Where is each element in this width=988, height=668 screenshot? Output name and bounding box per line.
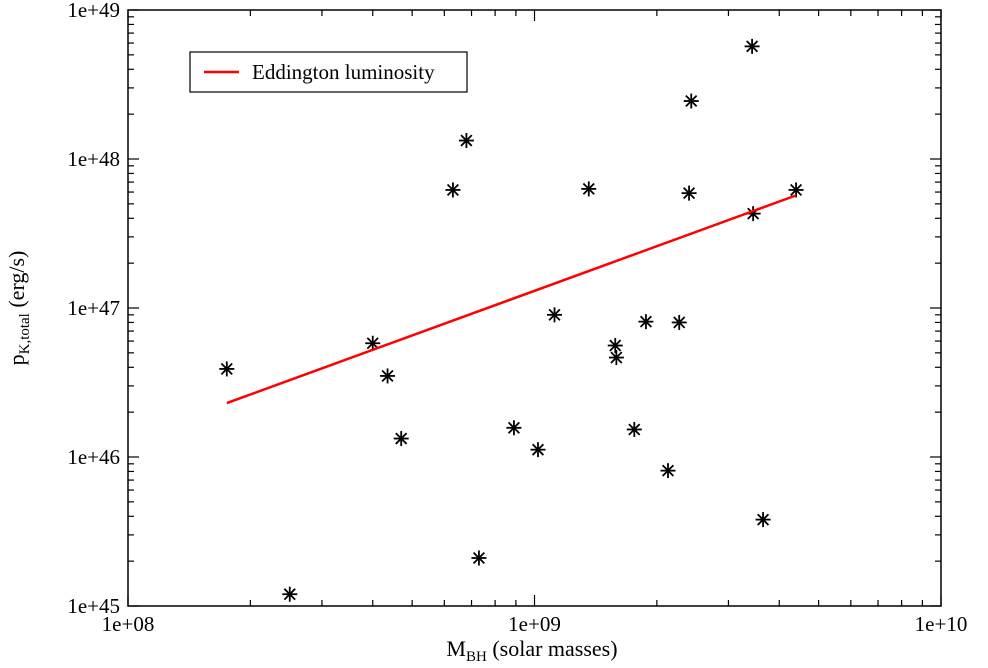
data-point [683,93,699,109]
y-tick-label: 1e+48 [67,147,120,171]
data-point [471,550,487,566]
y-tick-label: 1e+49 [67,0,120,22]
data-point [530,442,546,458]
data-point [458,133,474,149]
eddington-line-series [226,194,797,405]
y-tick-label: 1e+47 [67,296,120,320]
x-axis-label: MBH (solar masses) [446,636,617,665]
legend-label-eddington: Eddington luminosity [252,60,435,84]
data-point [608,350,624,366]
data-point [607,338,623,354]
y-tick-label: 1e+45 [67,594,120,618]
tick-labels: 1e+08 1e+09 1e+10 1e+45 1e+46 1e+47 1e+48 1e+49 [67,0,967,636]
x-tick-label: 1e+08 [102,612,155,636]
data-point [547,307,563,323]
data-point [755,512,771,528]
data-point [282,586,298,602]
data-point [581,181,597,197]
data-point [380,368,396,384]
data-point [788,182,804,198]
data-point [393,431,409,447]
scatter-series [219,38,804,602]
x-axis-label-sub: BH [466,649,487,665]
ticks [127,9,942,607]
x-tick-label: 1e+10 [915,612,968,636]
data-point [681,185,697,201]
data-point [506,420,522,436]
data-point [445,182,461,198]
plot-area [127,9,942,607]
legend-box [189,51,468,93]
y-tick-label: 1e+46 [67,445,120,469]
plot-frame [127,9,942,607]
data-point [660,463,676,479]
data-point [365,335,381,351]
y-axis-label: pK,total (erg/s) [4,251,33,366]
eddington-line [226,194,797,405]
data-point [671,314,687,330]
x-tick-label: 1e+09 [508,612,561,636]
legend: Eddington luminosity [189,51,468,93]
y-axis-label-rest: (erg/s) [4,251,29,314]
y-axis-label-sub: K,total [17,313,33,354]
data-point [638,314,654,330]
data-point [219,361,235,377]
series-layer [219,38,804,602]
data-point [745,206,761,222]
x-axis-label-rest: (solar masses) [487,636,618,661]
x-axis-label-main: M [446,636,466,661]
data-point [626,421,642,437]
data-point [744,38,760,54]
y-axis-label-main: p [4,354,29,365]
